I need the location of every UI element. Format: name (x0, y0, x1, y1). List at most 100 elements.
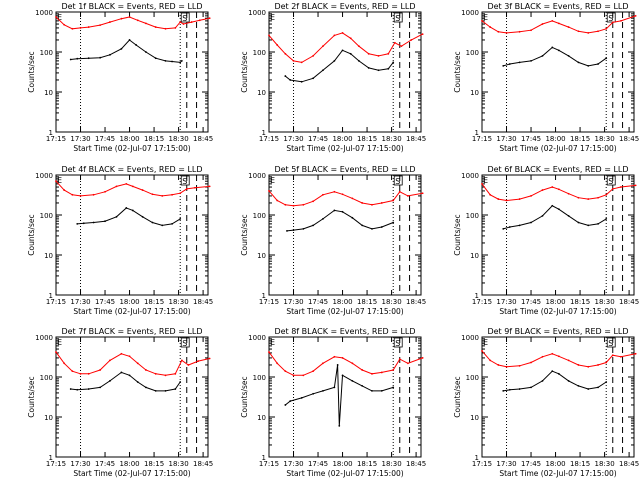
x-tick-label: 18:15 (357, 460, 377, 468)
data-point-lld (333, 34, 336, 37)
flag-s-label: S (608, 177, 613, 186)
data-point-lld (505, 32, 508, 34)
y-tick-label: 10 (44, 89, 53, 97)
data-point-lld (597, 196, 599, 199)
data-point-lld (276, 362, 279, 365)
data-point-events (597, 386, 599, 389)
x-tick-label: 18:15 (570, 460, 590, 468)
data-point-lld (144, 22, 147, 25)
data-point-events (164, 59, 167, 62)
data-point-events (125, 207, 128, 209)
flag-e-label: E (270, 176, 275, 185)
data-point-lld (179, 192, 182, 195)
x-tick-label: 17:30 (496, 135, 516, 143)
data-point-lld (174, 372, 177, 375)
data-point-events (508, 388, 511, 391)
flag-e-label: E (57, 338, 62, 347)
data-point-events (551, 370, 554, 373)
y-tick-label: 10 (470, 89, 479, 97)
data-point-lld (611, 187, 614, 190)
data-point-lld (79, 195, 82, 197)
flag-s-label: S (182, 339, 187, 348)
data-point-lld (530, 195, 532, 197)
data-point-lld (144, 369, 147, 371)
y-tick-label: 10 (44, 252, 53, 260)
data-point-events (300, 80, 303, 83)
data-point-events (351, 216, 354, 219)
data-point-lld (530, 29, 532, 32)
data-point-lld (120, 352, 123, 355)
x-tick-label: 18:45 (193, 298, 213, 306)
data-point-events (605, 381, 608, 383)
data-point-events (587, 224, 590, 227)
y-tick-label: 100 (40, 49, 53, 57)
data-point-lld (407, 195, 409, 197)
data-point-events (128, 374, 131, 377)
x-tick-label: 18:30 (168, 135, 188, 143)
y-tick-label: 100 (253, 212, 266, 220)
y-tick-label: 1000 (248, 9, 266, 17)
y-tick-label: 100 (40, 374, 53, 382)
data-point-events (341, 210, 344, 213)
data-point-events (341, 374, 344, 377)
x-tick-label: 17:45 (521, 298, 541, 306)
data-point-lld (349, 37, 352, 40)
data-point-events (109, 53, 111, 56)
y-tick-label: 1000 (461, 9, 479, 17)
data-point-lld (421, 33, 424, 36)
data-point-lld (351, 197, 354, 200)
data-point-events (551, 46, 554, 49)
data-point-lld (190, 21, 193, 23)
data-point-lld (611, 354, 614, 357)
plot-frame (55, 174, 209, 296)
y-tick-label: 1000 (248, 334, 266, 342)
y-axis-label: Counts/sec (453, 214, 462, 255)
data-point-lld (302, 203, 305, 206)
series-line-events (284, 49, 394, 83)
x-tick-label: 17:30 (70, 298, 90, 306)
data-point-events (541, 379, 544, 382)
data-point-events (120, 47, 123, 50)
data-point-lld (322, 362, 324, 365)
data-point-lld (341, 193, 344, 196)
x-tick-label: 18:45 (406, 298, 426, 306)
flag-s-label: S (182, 177, 187, 186)
data-point-lld (371, 203, 373, 206)
data-point-events (179, 61, 182, 64)
y-tick-label: 1 (262, 129, 266, 137)
data-point-lld (300, 61, 303, 64)
panel-title: Det 1f BLACK = Events, RED = LLD (61, 2, 202, 11)
y-tick-label: 1000 (35, 334, 53, 342)
data-point-lld (505, 199, 508, 202)
data-point-lld (421, 357, 424, 359)
data-point-events (141, 215, 144, 218)
panel-title: Det 2f BLACK = Events, RED = LLD (274, 2, 415, 11)
data-point-lld (292, 59, 295, 62)
y-tick-label: 1 (49, 129, 53, 137)
x-tick-label: 18:30 (168, 298, 188, 306)
x-axis-label: Start Time (02-Jul-07 17:15:00) (73, 307, 190, 316)
x-tick-label: 18:15 (570, 135, 590, 143)
x-tick-label: 17:30 (283, 298, 303, 306)
y-axis-label: Counts/sec (240, 214, 249, 255)
data-point-events (180, 59, 183, 62)
data-point-lld (284, 203, 287, 206)
data-point-events (567, 214, 570, 217)
data-point-events (577, 384, 580, 387)
data-point-events (392, 221, 395, 224)
y-tick-label: 1000 (248, 172, 266, 180)
data-point-lld (99, 24, 102, 27)
data-point-events (87, 57, 90, 60)
data-point-events (179, 217, 182, 220)
data-point-events (587, 388, 590, 390)
data-point-lld (333, 190, 336, 193)
data-point-events (151, 221, 154, 224)
x-axis-label: Start Time (02-Jul-07 17:15:00) (286, 144, 403, 153)
y-tick-label: 10 (257, 89, 266, 97)
panel-title: Det 7f BLACK = Events, RED = LLD (61, 327, 202, 336)
y-tick-label: 1000 (461, 172, 479, 180)
flag-s-label: S (395, 14, 400, 23)
panel-title: Det 9f BLACK = Events, RED = LLD (487, 327, 628, 336)
data-point-lld (351, 362, 354, 365)
y-tick-label: 1 (49, 454, 53, 462)
